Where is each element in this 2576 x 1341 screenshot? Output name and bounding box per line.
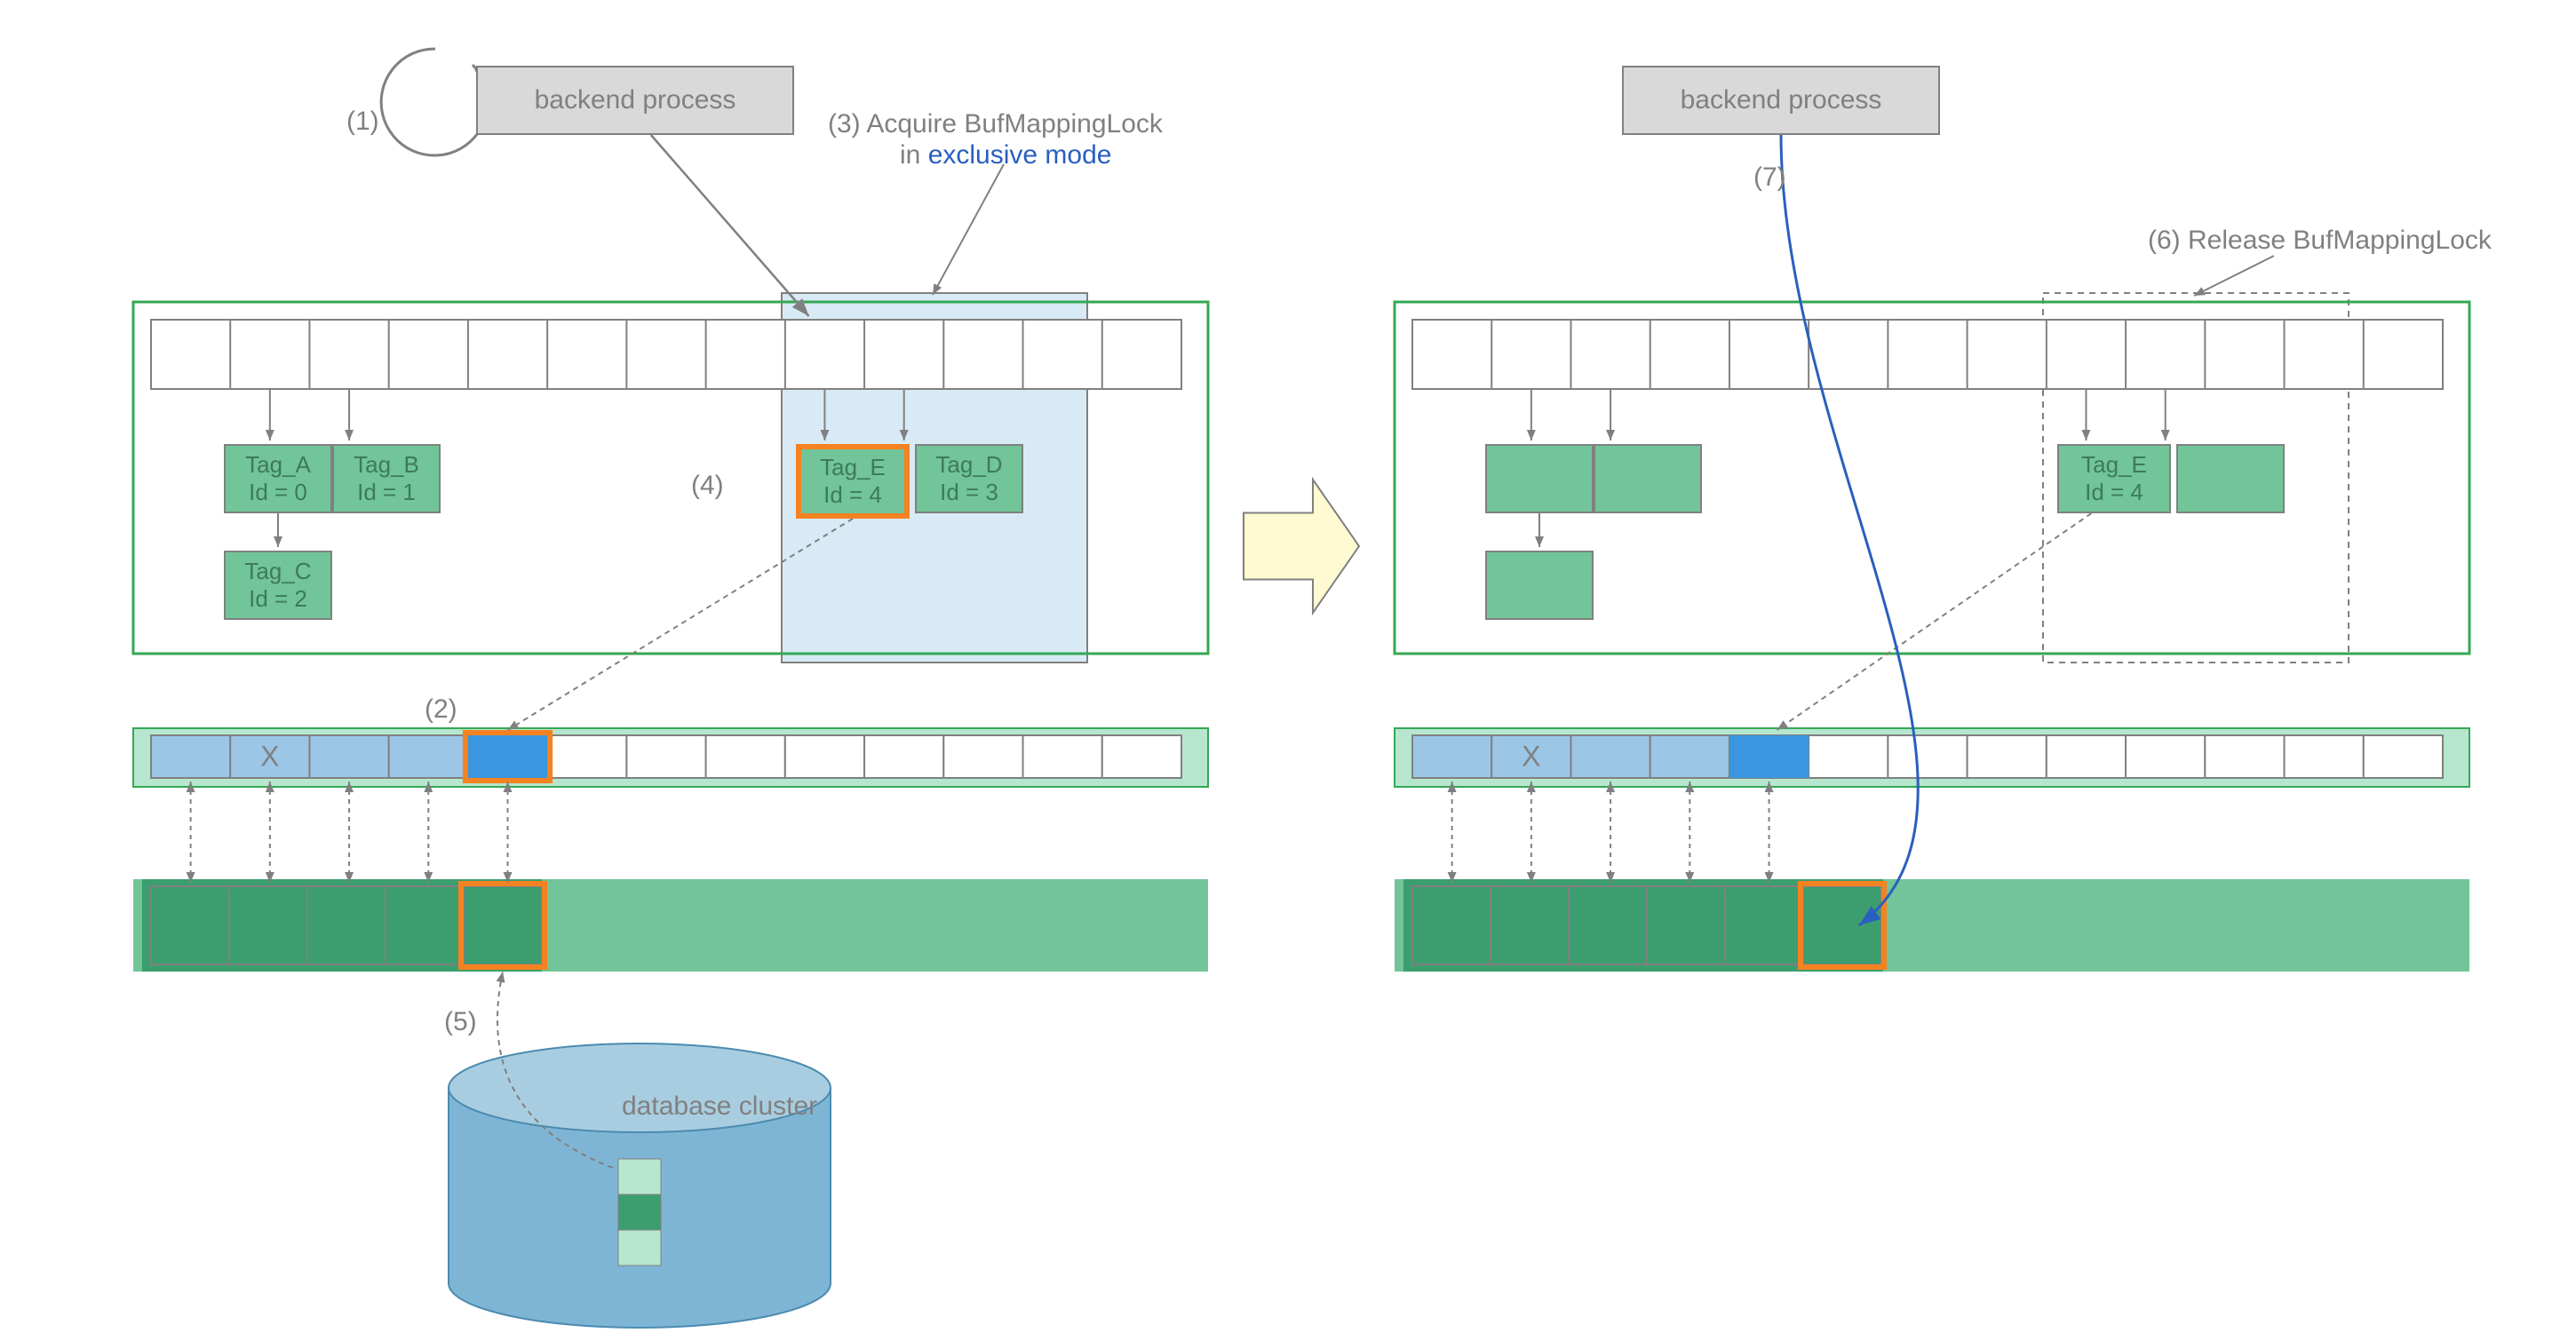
step-3-line2: in exclusive mode (900, 140, 1111, 171)
tag-name: Tag_E (820, 454, 886, 481)
tag-d: Tag_DId = 3 (915, 444, 1023, 513)
step-2: (2) (425, 694, 457, 725)
tag-id: Id = 0 (249, 479, 307, 506)
tag-b: Tag_BId = 1 (332, 444, 441, 513)
tag-id: Id = 2 (249, 585, 307, 613)
tag-plain-1 (1594, 444, 1702, 513)
svg-text:database cluster: database cluster (622, 1091, 817, 1121)
tag-c: Tag_CId = 2 (224, 551, 332, 620)
tag-plain-2 (1485, 551, 1594, 620)
tag-id: Id = 4 (2085, 479, 2143, 506)
step-6: (6) Release BufMappingLock (2148, 226, 2492, 256)
tag-id: Id = 1 (357, 479, 416, 506)
tag-name: Tag_C (244, 558, 311, 585)
step-5: (5) (444, 1007, 477, 1037)
tag-name: Tag_E (2081, 451, 2147, 479)
tag-id: Id = 3 (940, 479, 998, 506)
tag-e: Tag_EId = 4 (796, 444, 910, 519)
tag-id: Id = 4 (823, 481, 882, 509)
step-4: (4) (691, 471, 724, 501)
tag-plain-0 (1485, 444, 1594, 513)
tag-name: Tag_D (935, 451, 1002, 479)
tag-d-right (2176, 444, 2285, 513)
step-1: (1) (346, 107, 379, 137)
step-7: (7) (1753, 163, 1786, 193)
backend-process-right: backend process (1622, 66, 1940, 135)
svg-text:X: X (1522, 741, 1540, 773)
backend-process-left: backend process (476, 66, 794, 135)
tag-name: Tag_A (245, 451, 311, 479)
svg-text:X: X (260, 741, 279, 773)
tag-name: Tag_B (354, 451, 419, 479)
tag-a: Tag_AId = 0 (224, 444, 332, 513)
tag-e-right: Tag_EId = 4 (2057, 444, 2171, 513)
step-3-line1: (3) Acquire BufMappingLock (828, 109, 1163, 139)
